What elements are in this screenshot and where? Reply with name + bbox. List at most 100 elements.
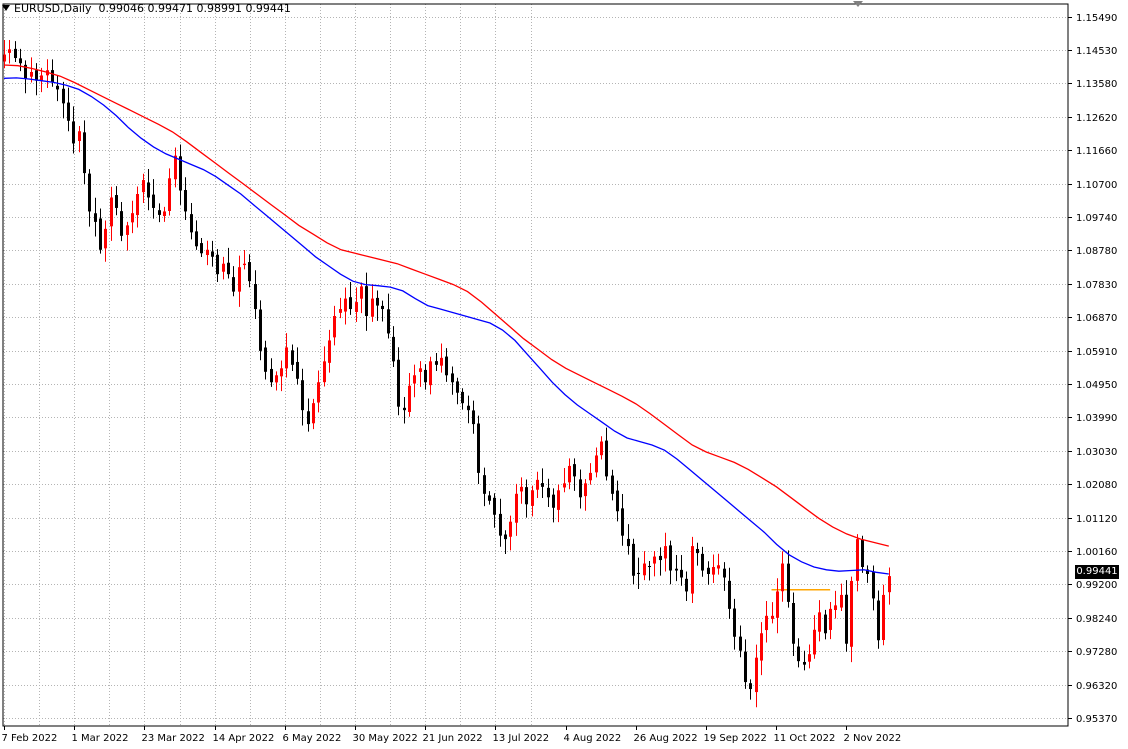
candle [67, 87, 70, 132]
candle [78, 126, 81, 153]
candle [270, 358, 273, 387]
symbol-timeframe: EURUSD,Daily [14, 2, 92, 15]
candle [451, 366, 454, 395]
candle-body [691, 546, 694, 594]
candle [168, 168, 171, 216]
candle [776, 578, 779, 634]
price-tick-label: 1.14530 [1076, 46, 1117, 57]
candle-body [701, 553, 704, 571]
candle-body [600, 441, 603, 456]
candle [579, 469, 582, 509]
candle [136, 186, 139, 228]
candle [216, 249, 219, 283]
candle-body [333, 316, 336, 338]
candle-body [723, 568, 726, 578]
candle-body [307, 411, 310, 425]
candle-body [472, 410, 475, 425]
candle [701, 546, 704, 577]
candle [200, 238, 203, 257]
candle-body [413, 375, 416, 384]
candle [227, 247, 230, 279]
candle-body [174, 155, 177, 180]
candle-body [392, 336, 395, 362]
candle [275, 371, 278, 391]
candle [339, 297, 342, 319]
candle-body [99, 218, 102, 250]
candle [749, 679, 752, 700]
plot-frame [2, 3, 1069, 727]
candle-body [824, 614, 827, 634]
candle-body [616, 490, 619, 512]
candle-body [344, 298, 347, 312]
time-tick-label: 7 Feb 2022 [2, 733, 58, 744]
candle [190, 203, 193, 240]
chart-shift-marker-icon[interactable] [853, 1, 863, 7]
candle [808, 644, 811, 669]
time-tick-label: 4 Aug 2022 [564, 733, 622, 744]
candle-body [675, 568, 678, 571]
candle-body [488, 495, 491, 501]
candle [376, 290, 379, 321]
candle-body [845, 594, 848, 644]
candle-body [216, 254, 219, 275]
candle-body [728, 580, 731, 609]
candle [589, 463, 592, 485]
candle-body [275, 375, 278, 383]
candle-body [88, 173, 91, 212]
price-time-axes: 1.15490 1.14530 1.13580 1.12620 1.11660 1.107… [2, 3, 1117, 744]
dropdown-arrow-icon[interactable] [2, 5, 10, 11]
candle [877, 590, 880, 649]
candle [845, 580, 848, 652]
candle-body [882, 594, 885, 640]
candle-body [515, 493, 518, 523]
candle [509, 515, 512, 551]
candle [94, 197, 97, 237]
candle [472, 400, 475, 434]
time-tick-label: 6 May 2022 [283, 733, 342, 744]
candle-body [254, 284, 257, 310]
candle-body [136, 194, 139, 216]
candle [728, 567, 731, 619]
candle-body [685, 578, 688, 592]
time-tick-label: 30 May 2022 [353, 733, 418, 744]
candle-body [323, 361, 326, 383]
candle-body [632, 543, 635, 576]
candle [259, 300, 262, 361]
candle-body [829, 608, 832, 630]
candle-body [861, 540, 864, 568]
candle [142, 173, 145, 203]
candle-body [840, 594, 843, 608]
candle [184, 177, 187, 220]
candle-body [211, 251, 214, 257]
candle-body [440, 357, 443, 366]
price-tick-label: 1.09740 [1076, 213, 1117, 224]
price-tick-label: 1.08780 [1076, 246, 1117, 257]
candle-body [312, 403, 315, 424]
candle-body [104, 228, 107, 249]
candle [403, 396, 406, 424]
candle [456, 377, 459, 405]
candle [818, 600, 821, 642]
candle-body [749, 683, 752, 690]
candle-body [248, 262, 251, 282]
candle [872, 565, 875, 611]
price-tick-label: 1.04950 [1076, 380, 1117, 391]
candle-body [627, 538, 630, 547]
candle [669, 540, 672, 585]
candlesticks [3, 39, 891, 708]
candle-body [541, 483, 544, 487]
time-tick-label: 19 Sep 2022 [704, 733, 767, 744]
candle-body [536, 479, 539, 490]
candle [35, 63, 38, 96]
candle [387, 293, 390, 339]
candle [467, 395, 470, 424]
candle-body [184, 190, 187, 212]
candle [813, 615, 816, 659]
candle-body [264, 347, 267, 372]
candle [616, 480, 619, 522]
candle-body [190, 214, 193, 233]
candle-body [872, 572, 875, 599]
candle [621, 493, 624, 546]
